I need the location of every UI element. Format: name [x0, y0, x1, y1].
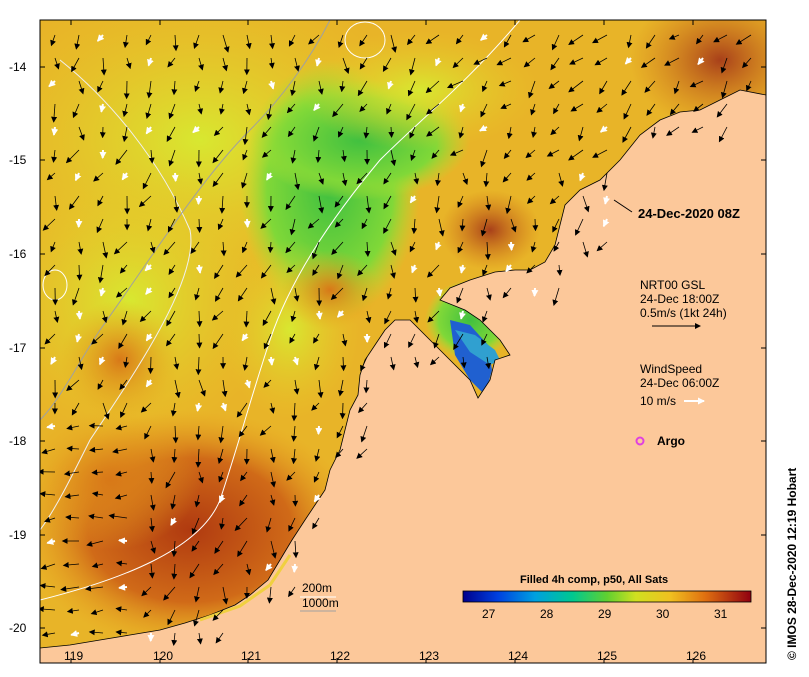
- colorbar-tick: 27: [482, 607, 495, 621]
- current-vector: [151, 357, 152, 373]
- wind-vector: [199, 265, 200, 273]
- wind-vector: [119, 540, 127, 541]
- currents-legend-line2: 24-Dec 18:00Z: [640, 292, 719, 306]
- y-tick-label: -15: [9, 153, 26, 167]
- wind-legend-line2: 24-Dec 06:00Z: [640, 376, 719, 390]
- isobath-1000m-label: 1000m: [302, 596, 339, 610]
- colorbar-title: Filled 4h comp, p50, All Sats: [520, 574, 668, 586]
- wind-vector: [79, 311, 80, 319]
- x-tick-label: 124: [508, 649, 528, 663]
- wind-vector: [175, 173, 176, 181]
- wind-vector: [439, 288, 440, 296]
- wind-legend-line1: WindSpeed: [640, 362, 702, 376]
- y-tick-label: -18: [9, 434, 26, 448]
- imos-credit: © IMOS 28-Dec-2020 12:19 Hobart: [785, 468, 799, 660]
- colorbar-tick: 30: [656, 607, 669, 621]
- wind-vector: [318, 426, 319, 434]
- argo-label: Argo: [657, 434, 685, 448]
- wind-vector: [54, 127, 55, 135]
- x-tick-label: 122: [330, 649, 350, 663]
- current-vector: [343, 403, 344, 418]
- current-vector: [535, 219, 536, 230]
- wind-vector: [511, 242, 512, 250]
- colorbar-tick: 31: [714, 607, 727, 621]
- wind-vector: [535, 288, 536, 296]
- wind-vector: [198, 196, 199, 204]
- y-tick-label: -16: [9, 247, 26, 261]
- x-tick-label: 120: [153, 649, 173, 663]
- colorbar-tick: 28: [540, 607, 553, 621]
- wind-legend-line3: 10 m/s: [640, 394, 676, 408]
- wind-vector: [319, 311, 320, 319]
- wind-vector: [247, 219, 248, 227]
- x-tick-label: 119: [64, 649, 83, 663]
- x-tick-label: 121: [241, 649, 261, 663]
- colorbar-tick: 29: [598, 607, 611, 621]
- timestamp-label: 24-Dec-2020 08Z: [638, 207, 740, 221]
- x-tick-label: 126: [686, 649, 706, 663]
- currents-legend-line1: NRT00 GSL: [640, 278, 705, 292]
- isobath-200m-label: 200m: [302, 581, 332, 595]
- y-tick-label: -17: [9, 341, 26, 355]
- y-tick-label: -19: [9, 528, 26, 542]
- currents-legend-line3: 0.5m/s (1kt 24h): [640, 306, 727, 320]
- x-tick-label: 125: [597, 649, 617, 663]
- y-tick-label: -14: [9, 60, 26, 74]
- wind-vector: [47, 426, 55, 427]
- y-tick-label: -20: [9, 621, 26, 635]
- wind-vector: [294, 564, 295, 572]
- wind-vector: [119, 587, 127, 588]
- wind-vector: [271, 357, 272, 365]
- colorbar: [463, 591, 751, 602]
- x-tick-label: 123: [419, 649, 439, 663]
